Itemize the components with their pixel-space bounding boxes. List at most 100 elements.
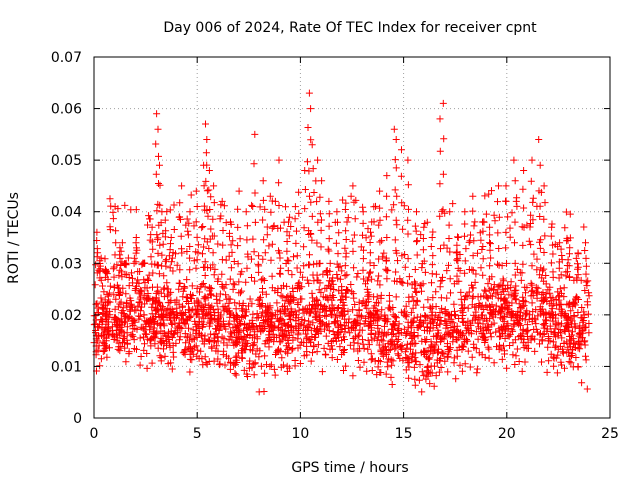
data-point xyxy=(271,371,279,379)
data-point xyxy=(94,346,102,354)
data-point-peak xyxy=(392,136,400,143)
data-point-peak xyxy=(470,237,478,245)
data-point-peak xyxy=(404,181,412,189)
data-point-peak xyxy=(536,213,544,220)
data-point xyxy=(296,360,304,367)
data-point xyxy=(185,324,192,332)
data-point xyxy=(413,238,420,246)
data-point xyxy=(261,352,269,360)
data-point xyxy=(155,310,163,318)
data-point-peak xyxy=(132,234,140,241)
data-point xyxy=(144,275,152,283)
data-point-peak xyxy=(168,258,176,266)
data-point xyxy=(257,328,265,336)
data-point xyxy=(553,301,561,309)
data-point xyxy=(208,302,216,310)
data-point xyxy=(231,361,239,369)
data-point xyxy=(140,311,148,319)
data-point xyxy=(364,336,372,344)
data-point-peak xyxy=(158,251,166,259)
data-point xyxy=(486,275,493,283)
data-point-peak xyxy=(109,215,117,223)
data-point xyxy=(212,292,220,300)
data-point-peak xyxy=(110,263,118,271)
data-point-peak xyxy=(117,262,125,269)
data-point xyxy=(116,331,124,339)
data-point xyxy=(137,293,145,301)
data-point-peak xyxy=(446,275,454,283)
data-point xyxy=(389,357,397,365)
data-point xyxy=(374,363,382,371)
data-point xyxy=(274,306,282,314)
data-point-peak xyxy=(462,245,470,253)
data-point xyxy=(367,350,375,358)
data-point xyxy=(400,309,408,317)
data-point xyxy=(274,347,282,354)
data-point xyxy=(323,321,330,329)
data-point xyxy=(329,328,337,336)
data-point xyxy=(513,265,521,273)
data-point xyxy=(528,287,536,295)
data-point xyxy=(566,352,574,360)
data-point xyxy=(529,216,537,224)
data-point xyxy=(559,348,567,356)
data-point xyxy=(198,323,206,331)
data-point xyxy=(418,388,426,396)
data-point xyxy=(231,299,239,307)
y-tick-label: 0.06 xyxy=(51,102,82,118)
data-point xyxy=(121,333,129,341)
data-point xyxy=(160,285,168,293)
data-point xyxy=(463,324,471,332)
data-point-peak xyxy=(293,264,301,272)
data-point xyxy=(228,248,236,256)
data-point xyxy=(248,274,255,281)
data-point xyxy=(563,323,571,331)
data-point xyxy=(160,293,168,301)
data-point xyxy=(137,323,145,331)
data-point xyxy=(336,343,344,351)
data-point xyxy=(583,298,591,306)
data-point-peak xyxy=(202,149,210,157)
data-point-peak xyxy=(156,181,164,189)
data-point xyxy=(583,282,591,290)
data-point xyxy=(166,343,174,351)
data-point xyxy=(289,334,297,342)
data-point xyxy=(275,317,283,325)
data-point xyxy=(558,361,565,369)
data-point xyxy=(370,334,378,342)
data-point-peak xyxy=(399,225,407,233)
data-point xyxy=(484,343,492,351)
data-point xyxy=(105,289,113,297)
data-point-peak xyxy=(359,219,367,227)
data-point-peak xyxy=(155,152,162,160)
data-point xyxy=(173,324,181,332)
data-point xyxy=(343,271,351,279)
data-point xyxy=(490,281,498,289)
data-point xyxy=(243,340,251,347)
data-point xyxy=(340,301,348,309)
data-point xyxy=(560,284,568,292)
data-point xyxy=(200,295,208,303)
data-point xyxy=(425,355,433,363)
data-point-peak xyxy=(494,198,501,206)
data-point-peak xyxy=(178,249,186,257)
data-point-peak xyxy=(359,231,366,239)
data-point xyxy=(189,292,197,299)
data-point xyxy=(96,274,104,282)
data-point xyxy=(330,331,338,338)
data-point xyxy=(510,320,518,328)
data-point-peak xyxy=(307,198,315,206)
data-point xyxy=(239,313,247,321)
data-point xyxy=(110,291,118,299)
data-point-peak xyxy=(226,275,234,283)
data-point-peak xyxy=(205,245,213,252)
data-point xyxy=(171,319,179,327)
data-point-peak xyxy=(461,232,468,240)
data-point-peak xyxy=(439,206,447,214)
data-point xyxy=(132,258,140,266)
data-point xyxy=(157,327,165,335)
data-point xyxy=(280,319,288,327)
data-point-peak xyxy=(436,115,444,123)
data-point xyxy=(294,314,302,322)
data-point-peak xyxy=(413,251,421,259)
